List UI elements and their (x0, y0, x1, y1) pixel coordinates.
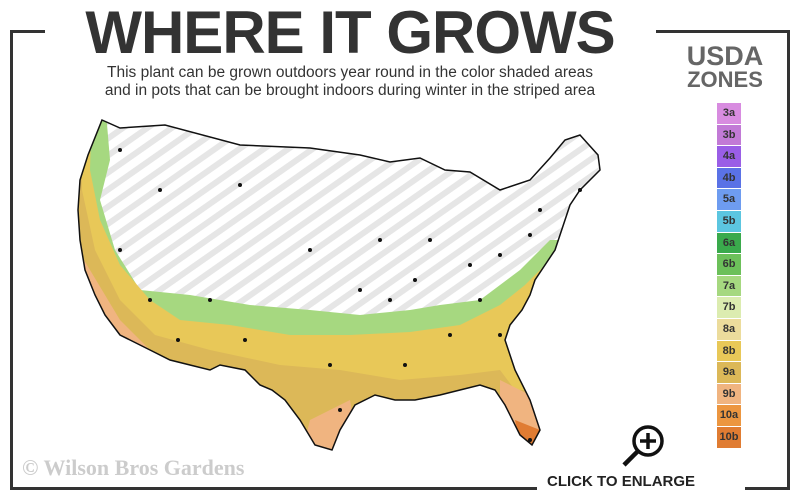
legend-zone-4a: 4a (717, 146, 741, 167)
copyright-watermark: © Wilson Bros Gardens (22, 455, 245, 480)
frame-right (787, 30, 790, 490)
legend-zone-6b: 6b (717, 254, 741, 275)
city-dot (338, 408, 342, 412)
legend-zone-9b: 9b (717, 383, 741, 405)
legend-zone-4b: 4b (717, 167, 741, 189)
city-dot (468, 263, 472, 267)
legend-zone-6a: 6a (717, 232, 741, 254)
city-dot (328, 363, 332, 367)
frame-left (10, 30, 13, 490)
city-dot (478, 298, 482, 302)
frame-top-right (656, 30, 790, 33)
legend-title-line-1: USDA (686, 41, 764, 71)
click-to-enlarge-button[interactable]: CLICK TO ENLARGE (540, 420, 750, 495)
zoom-in-magnifier-icon (622, 425, 664, 467)
city-dot (538, 208, 542, 212)
city-dot (498, 333, 502, 337)
city-dot (403, 363, 407, 367)
frame-top-left (10, 30, 45, 33)
city-dot (358, 288, 362, 292)
page-title: WHERE IT GROWS (85, 0, 615, 66)
city-dot (176, 338, 180, 342)
city-dot (308, 248, 312, 252)
legend-zone-10b: 10b (717, 426, 741, 448)
legend-zone-3a: 3a (717, 103, 741, 124)
city-dots (118, 148, 582, 442)
subtitle-line-1: This plant can be grown outdoors year ro… (107, 64, 593, 81)
city-dot (388, 298, 392, 302)
city-dot (428, 238, 432, 242)
city-dot (158, 188, 162, 192)
legend-title: USDA ZONES (670, 41, 780, 92)
usda-zone-map[interactable] (60, 100, 620, 460)
legend-zone-7a: 7a (717, 275, 741, 297)
city-dot (148, 298, 152, 302)
city-dot (118, 248, 122, 252)
city-dot (413, 278, 417, 282)
legend-zone-8b: 8b (717, 340, 741, 362)
click-to-enlarge-label: CLICK TO ENLARGE (547, 473, 696, 490)
legend-zone-8a: 8a (717, 318, 741, 340)
city-dot (208, 298, 212, 302)
frame-bottom-right (745, 487, 790, 490)
zone-legend: 3a 3b 4a 4b 5a 5b 6a 6b 7a 7b 8a 8b 9a 9b 10a 10b (717, 103, 741, 449)
legend-title-line-2: ZONES (687, 67, 763, 92)
legend-zone-3b: 3b (717, 124, 741, 146)
city-dot (243, 338, 247, 342)
legend-zone-5a: 5a (717, 189, 741, 210)
city-dot (238, 183, 242, 187)
city-dot (498, 253, 502, 257)
legend-zone-10a: 10a (717, 405, 741, 426)
city-dot (578, 188, 582, 192)
legend-zone-9a: 9a (717, 362, 741, 383)
legend-zone-5b: 5b (717, 210, 741, 232)
legend-zone-7b: 7b (717, 297, 741, 318)
city-dot (528, 233, 532, 237)
city-dot (448, 333, 452, 337)
frame-bottom-left (10, 487, 537, 490)
city-dot (378, 238, 382, 242)
subtitle-line-2: and in pots that can be brought indoors … (104, 82, 596, 99)
city-dot (118, 148, 122, 152)
subtitle: This plant can be grown outdoors year ro… (40, 64, 660, 100)
city-dot (528, 438, 532, 442)
